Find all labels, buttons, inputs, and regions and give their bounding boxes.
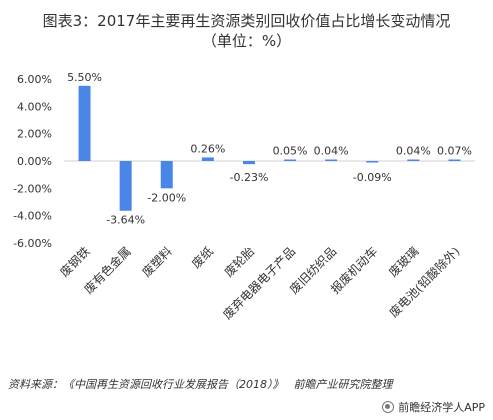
- data-label: 0.07%: [437, 145, 472, 158]
- category-label: 废钢铁: [57, 244, 93, 280]
- data-label: 5.50%: [67, 71, 102, 84]
- bar: [325, 159, 338, 161]
- brand-mark: 前瞻经济学人APP: [382, 399, 485, 415]
- source-org: 前瞻产业研究院整理: [293, 378, 393, 391]
- y-tick-label: -6.00%: [13, 237, 52, 250]
- bar: [448, 159, 461, 161]
- category-label: 废轮胎: [221, 244, 257, 280]
- y-tick-label: -4.00%: [13, 210, 52, 223]
- chart-subtitle: （单位：%）: [201, 32, 292, 50]
- bar: [78, 85, 91, 161]
- category-label: 废玻璃: [385, 244, 421, 280]
- category-label: 废弃电器电子产品: [220, 244, 298, 322]
- y-tick-label: 4.00%: [17, 100, 52, 113]
- data-label: -0.09%: [353, 171, 392, 184]
- bar: [201, 157, 214, 161]
- source-prefix: 资料来源：: [8, 378, 63, 391]
- bar: [119, 161, 132, 211]
- data-label: -3.64%: [106, 214, 145, 227]
- category-label: 废电池(铅酸除外): [386, 244, 463, 321]
- bar: [366, 161, 379, 163]
- data-label: 0.26%: [190, 142, 225, 155]
- brand-logo-icon: [382, 401, 395, 413]
- data-label: 0.04%: [314, 145, 349, 158]
- data-label: -0.23%: [229, 171, 268, 184]
- bar-chart: 6.00% 4.00% 2.00% 0.00% -2.00% -4.00% -6.00% 5…: [13, 71, 475, 322]
- y-tick-label: 2.00%: [17, 128, 52, 141]
- y-tick-label: -2.00%: [13, 182, 52, 195]
- data-label: 0.05%: [273, 145, 308, 158]
- category-label: 废塑料: [139, 244, 175, 280]
- source-text: 《中国再生资源回收行业发展报告（2018）》: [63, 378, 284, 391]
- source-note: 资料来源：《中国再生资源回收行业发展报告（2018）》 前瞻产业研究院整理: [8, 376, 393, 392]
- y-tick-label: 6.00%: [17, 73, 52, 86]
- chart-title: 图表3：2017年主要再生资源类别回收价值占比增长变动情况: [42, 12, 451, 30]
- bar: [284, 159, 297, 161]
- bar: [160, 161, 173, 189]
- brand-name: 前瞻经济学人APP: [398, 401, 485, 414]
- category-label: 废纸: [188, 244, 216, 272]
- y-tick-label: 0.00%: [17, 155, 52, 168]
- data-label: -2.00%: [147, 191, 186, 204]
- bar: [242, 161, 255, 165]
- data-label: 0.04%: [396, 145, 431, 158]
- bar: [407, 159, 420, 161]
